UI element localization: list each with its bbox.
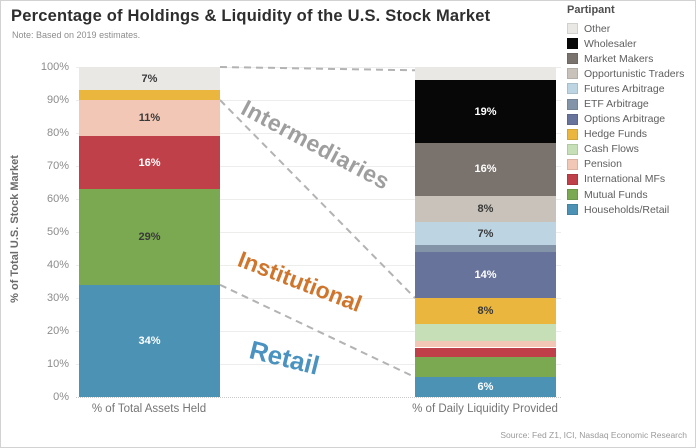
y-tick-label: 30% [46,292,69,304]
segment-value-label: 19% [474,105,497,118]
bar-segment-hedge-funds[interactable]: 8% [415,298,556,325]
legend-item-households-retail[interactable]: Households/Retail [567,202,695,217]
y-tick-label: 10% [46,358,69,370]
bar-segment-market-makers[interactable]: 16% [415,142,556,196]
legend-label: Cash Flows [584,143,639,156]
annotation-intermediaries: Intermediaries [237,94,395,195]
y-tick-label: 100% [40,61,69,73]
legend-swatch-icon [567,158,578,170]
segment-value-label: 14% [474,268,497,281]
segment-value-label: 16% [138,156,161,169]
bar-segment-pension[interactable]: 11% [79,100,220,137]
legend-title: Partipant [567,4,615,16]
segment-value-label: 6% [477,381,494,394]
bar-segment-hedge-funds[interactable] [79,90,220,100]
legend-label: Options Arbitrage [584,113,666,126]
legend-item-etf-arbitrage[interactable]: ETF Arbitrage [567,96,695,111]
legend: Partipant Other Wholesaler Market Makers Op… [567,4,695,217]
legend-label: Wholesaler [584,37,637,50]
legend-label: Market Makers [584,52,654,65]
bar-segment-cash-flows[interactable] [415,324,556,341]
legend-item-mutual-funds[interactable]: Mutual Funds [567,187,695,202]
legend-item-cash-flows[interactable]: Cash Flows [567,142,695,157]
y-axis-title: % of Total U.S. Stock Market [9,155,21,303]
legend-label: Hedge Funds [584,128,648,141]
legend-item-market-makers[interactable]: Market Makers [567,51,695,66]
bar-segment-mutual-funds[interactable]: 29% [79,189,220,285]
legend-item-futures-arbitrage[interactable]: Futures Arbitrage [567,81,695,96]
stacked-bar-assets-held[interactable]: 7% 11% 16% 29% 34% [79,67,220,397]
legend-item-international-mfs[interactable]: International MFs [567,172,695,187]
legend-item-hedge-funds[interactable]: Hedge Funds [567,127,695,142]
bar-segment-other[interactable] [415,67,556,81]
y-tick-label: 80% [46,127,69,139]
legend-label: Mutual Funds [584,188,648,201]
legend-label: Households/Retail [584,203,670,216]
segment-value-label: 29% [138,230,161,243]
legend-swatch-icon [567,204,578,216]
y-tick-label: 50% [46,226,69,238]
y-tick-label: 90% [46,94,69,106]
segment-value-label: 11% [138,112,161,125]
segment-value-label: 7% [141,72,158,85]
legend-swatch-icon [567,113,578,125]
legend-label: Other [584,22,611,35]
chart-note: Note: Based on 2019 estimates. [12,30,141,40]
source-credit: Source: Fed Z1, ICI, Nasdaq Economic Res… [500,430,687,440]
legend-swatch-icon [567,189,578,201]
x-axis-label-assets: % of Total Assets Held [91,403,207,415]
legend-swatch-icon [567,98,578,110]
bar-segment-futures-arbitrage[interactable]: 7% [415,222,556,246]
y-tick-label: 0% [53,391,69,403]
bar-segment-pension[interactable] [415,340,556,348]
segment-value-label: 16% [474,163,497,176]
bar-segment-mutual-funds[interactable] [415,357,556,378]
bar-segment-options-arbitrage[interactable]: 14% [415,251,556,298]
legend-swatch-icon [567,53,578,65]
legend-swatch-icon [567,173,578,185]
legend-item-opportunistic-traders[interactable]: Opportunistic Traders [567,66,695,81]
legend-label: Pension [584,158,622,171]
legend-item-wholesaler[interactable]: Wholesaler [567,36,695,51]
bar-segment-wholesaler[interactable]: 19% [415,80,556,143]
legend-item-options-arbitrage[interactable]: Options Arbitrage [567,112,695,127]
y-tick-label: 20% [46,325,69,337]
segment-value-label: 7% [477,227,494,240]
legend-label: International MFs [584,173,666,186]
y-tick-label: 60% [46,193,69,205]
legend-swatch-icon [567,68,578,80]
legend-swatch-icon [567,83,578,95]
segment-value-label: 8% [477,202,494,215]
legend-item-other[interactable]: Other [567,21,695,36]
bar-segment-international-mfs[interactable] [415,347,556,358]
bar-segment-international-mfs[interactable]: 16% [79,136,220,190]
y-tick-label: 40% [46,259,69,271]
legend-swatch-icon [567,143,578,155]
bar-segment-other[interactable]: 7% [79,67,220,91]
chart-title: Percentage of Holdings & Liquidity of th… [11,7,491,25]
legend-items: Other Wholesaler Market Makers Opportunisti… [567,21,695,217]
x-axis-label-liquidity: % of Daily Liquidity Provided [412,403,558,415]
bar-segment-opportunistic-traders[interactable]: 8% [415,195,556,223]
legend-swatch-icon [567,38,578,50]
segment-value-label: 8% [477,305,494,318]
legend-label: Opportunistic Traders [584,67,685,80]
legend-label: ETF Arbitrage [584,98,649,111]
legend-item-pension[interactable]: Pension [567,157,695,172]
annotation-institutional: Institutional [234,245,366,317]
legend-label: Futures Arbitrage [584,82,665,95]
stacked-bar-liquidity-provided[interactable]: 19% 16% 8% 7% 14% 8% 6% [415,67,556,397]
bar-segment-etf-arbitrage[interactable] [415,245,556,252]
gridline [76,397,561,398]
bar-segment-households-retail[interactable]: 6% [415,377,556,397]
legend-swatch-icon [567,23,578,35]
annotation-retail: Retail [246,334,323,381]
bar-segment-households-retail[interactable]: 34% [79,284,220,397]
y-tick-label: 70% [46,160,69,172]
legend-swatch-icon [567,128,578,140]
segment-value-label: 34% [138,334,161,347]
